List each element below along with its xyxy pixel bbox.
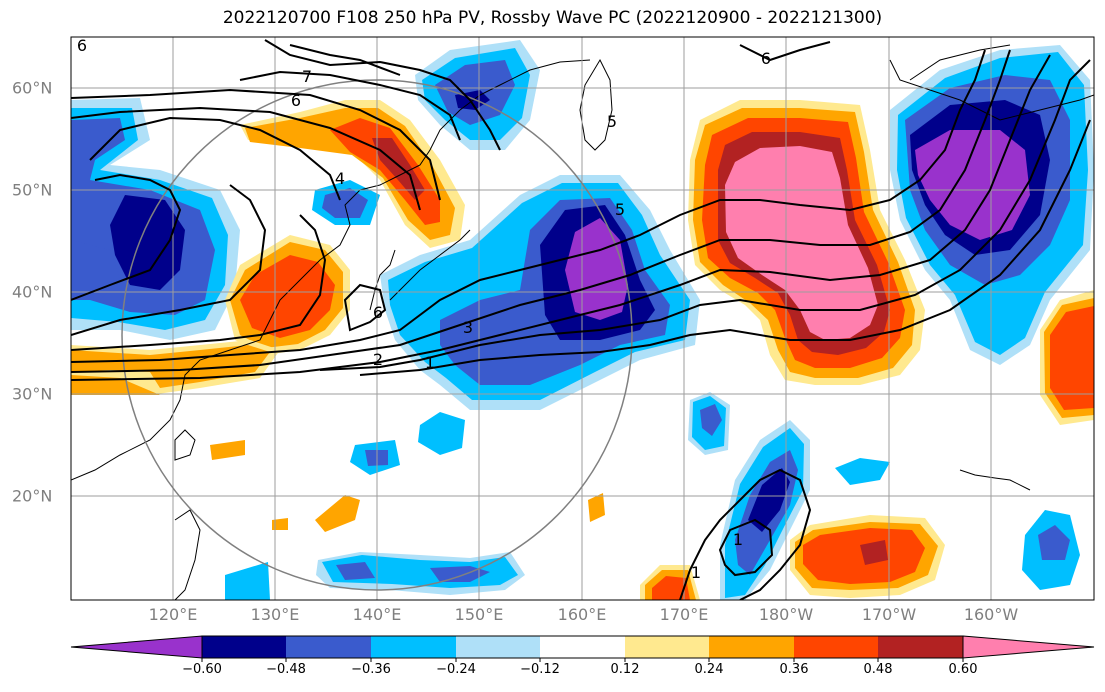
colorbar-tick-label: −0.12 (520, 662, 560, 677)
longitude-label: 150°E (454, 605, 504, 624)
colorbar-arrow-left (70, 635, 203, 659)
colorbar-tick-label: 0.36 (779, 662, 809, 677)
contour-label: 1 (425, 353, 435, 372)
range-circle (121, 79, 633, 591)
latitude-label: 30°N (12, 384, 53, 404)
contour-label: 4 (335, 169, 345, 188)
plot-frame (70, 36, 1095, 601)
colorbar-segment (709, 636, 794, 658)
contour-label: 6 (761, 49, 771, 68)
latitude-label: 20°N (12, 486, 53, 506)
contour-label-group: 7 6 6 4 5 6 3 2 1 5 6 1 1 (77, 36, 771, 582)
longitude-label: 180°W (758, 605, 814, 624)
colorbar-tick-label: −0.48 (266, 662, 306, 677)
latitude-label: 60°N (12, 78, 53, 98)
colorbar-tick-label: 0.24 (694, 662, 724, 677)
anomaly-blob-subtropical-east (688, 392, 1080, 600)
anomaly-blob-subtropical-warm (210, 440, 945, 600)
pv-contours (71, 39, 1091, 600)
longitude-label: 120°E (148, 605, 198, 624)
longitude-label: 170°E (659, 605, 709, 624)
anomaly-blob-northeast-pacific (1040, 290, 1094, 425)
colorbar-segment (625, 636, 709, 658)
anomaly-blob-korea (225, 235, 350, 355)
colorbar-tick-label: −0.24 (436, 662, 476, 677)
latitude-label: 50°N (12, 180, 53, 200)
contour-label: 3 (463, 318, 473, 337)
contour-label: 5 (615, 200, 625, 219)
colorbar-frame (201, 635, 964, 659)
colorbar-tick-label: 0.12 (610, 662, 640, 677)
colorbar-tick-label: −0.36 (351, 662, 391, 677)
colorbar-tick-label: −0.60 (182, 662, 222, 677)
colorbar-segment (794, 636, 878, 658)
coastlines (71, 44, 1094, 600)
colorbar-tick-label: 0.60 (948, 662, 978, 677)
anomaly-blob-subtropical (225, 412, 525, 600)
anomaly-blob-siberia (240, 100, 465, 248)
contour-label: 1 (691, 563, 701, 582)
contour-label: 6 (373, 303, 383, 322)
latitude-label: 40°N (12, 282, 53, 302)
colorbar-segment (540, 636, 625, 658)
longitude-label: 140°E (352, 605, 402, 624)
contour-label: 1 (733, 530, 743, 549)
colorbar-tick-label: 0.48 (863, 662, 893, 677)
colorbar-segment (286, 636, 371, 658)
pv-anomaly-field (71, 37, 1094, 600)
longitude-label: 130°E (250, 605, 300, 624)
anomaly-blob-okhotsk (415, 40, 540, 150)
contour-label: 5 (607, 112, 617, 131)
contour-label: 2 (373, 350, 383, 369)
colorbar-segment (456, 636, 540, 658)
anomaly-blob-bering (890, 45, 1094, 365)
map-title: 2022120700 F108 250 hPa PV, Rossby Wave … (222, 8, 883, 28)
contour-label: 6 (77, 36, 87, 55)
colorbar-segment (878, 636, 963, 658)
longitude-label: 170°W (861, 605, 917, 624)
colorbar (70, 635, 1095, 662)
contour-label: 7 (302, 67, 312, 86)
colorbar-arrow-right (962, 635, 1095, 659)
contour-label: 6 (291, 91, 301, 110)
colorbar-segment (371, 636, 456, 658)
longitude-label: 160°E (557, 605, 607, 624)
longitude-label: 160°W (963, 605, 1019, 624)
colorbar-segment (202, 636, 286, 658)
anomaly-blob-mongolia (312, 180, 380, 225)
